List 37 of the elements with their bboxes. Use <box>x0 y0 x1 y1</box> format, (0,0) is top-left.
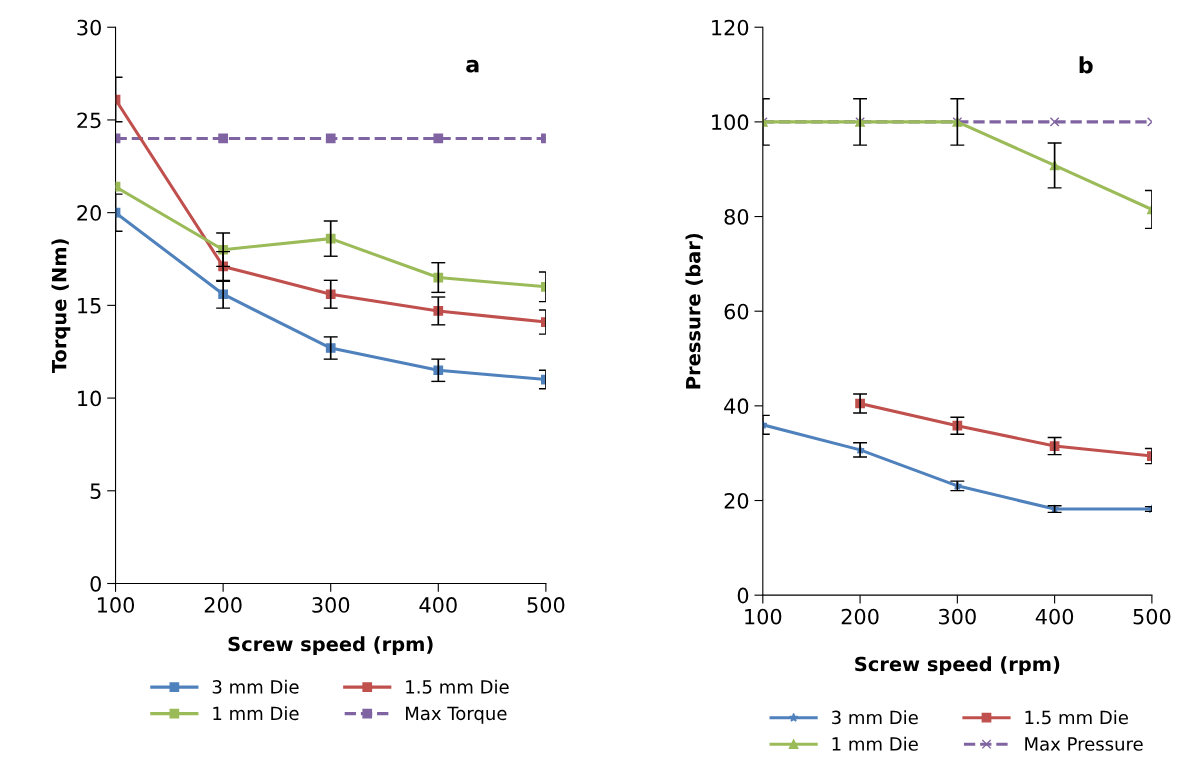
annotation: a <box>466 59 479 73</box>
legend-label: 1 mm Die <box>213 706 299 721</box>
legend-label: 1 mm Die <box>832 736 918 751</box>
x-tick-label: 500 <box>1133 608 1171 625</box>
y-tick-label: 30 <box>77 19 101 36</box>
y-axis-title: Torque (Nm) <box>51 239 71 374</box>
x-tick-label: 400 <box>1035 608 1074 625</box>
x-tick-label: 500 <box>527 597 565 613</box>
y-tick-label: 25 <box>77 112 101 129</box>
x-tick-label: 400 <box>419 597 457 613</box>
y-tick-label: 10 <box>78 390 101 407</box>
legend-label: 3 mm Die <box>212 679 299 694</box>
x-tick-label: 100 <box>745 608 782 625</box>
y-tick-label: 80 <box>724 209 749 225</box>
annotation: b <box>1079 56 1093 74</box>
y-axis-title: Pressure (bar) <box>685 233 703 389</box>
y-tick-label: 0 <box>90 575 101 592</box>
legend-label: 1.5 mm Die <box>406 679 509 694</box>
legend-label: Max Torque <box>406 706 507 724</box>
y-tick-label: 5 <box>90 483 101 499</box>
y-tick-label: 15 <box>78 298 101 314</box>
legend-label: Max Pressure <box>1025 737 1143 751</box>
x-tick-label: 300 <box>939 608 976 625</box>
x-tick-label: 200 <box>841 608 879 625</box>
y-tick-label: 60 <box>724 303 749 320</box>
y-tick-label: 40 <box>724 398 749 415</box>
y-tick-label: 120 <box>712 19 749 36</box>
x-axis-title: Screw speed (rpm) <box>228 636 433 656</box>
legend-label: 3 mm Die <box>832 710 918 725</box>
x-axis-title: Screw speed (rpm) <box>855 656 1060 676</box>
y-tick-label: 20 <box>724 492 749 509</box>
x-tick-label: 200 <box>204 597 242 613</box>
y-tick-label: 20 <box>77 205 101 221</box>
x-tick-label: 300 <box>312 597 350 613</box>
y-tick-label: 0 <box>737 587 749 604</box>
y-tick-label: 100 <box>712 114 749 131</box>
legend-label: 1.5 mm Die <box>1025 710 1128 725</box>
